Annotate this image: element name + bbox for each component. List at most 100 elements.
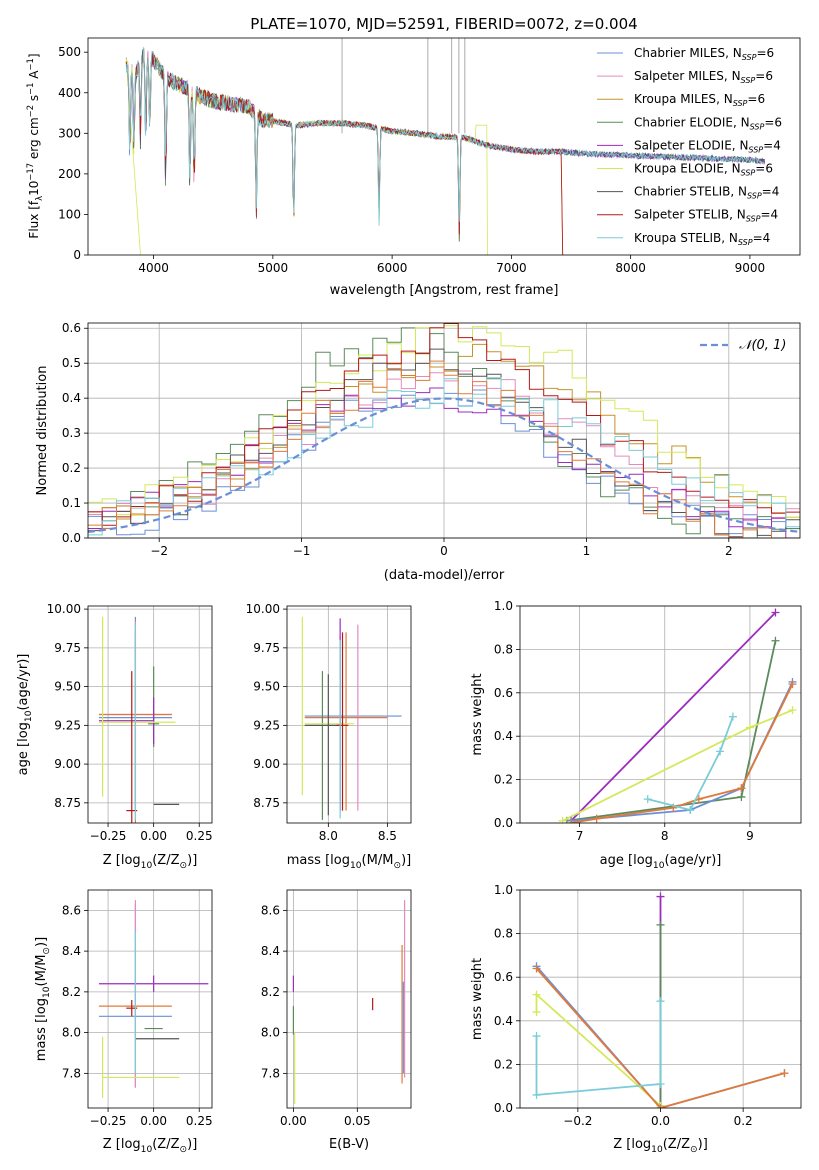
- y-axis-label-part: (age/yr)]: [16, 654, 31, 711]
- legend-n-label: N: [724, 92, 733, 106]
- axes-frame: [519, 605, 802, 824]
- legend-separator: ,: [716, 92, 724, 106]
- y-axis-label-part: −1: [25, 83, 35, 95]
- legend-n-label: N: [729, 231, 738, 245]
- x-tick-label: 0.00: [280, 1114, 307, 1128]
- legend-separator: ,: [725, 46, 733, 60]
- legend-equals: =: [755, 162, 765, 176]
- weight-vs-Z-plot-area: [532, 892, 789, 1108]
- x-tick-label: 7000: [496, 261, 527, 275]
- legend-n-value: 4: [772, 185, 780, 199]
- legend-equals: =: [764, 115, 774, 129]
- x-axis-label-part: ⊙: [180, 861, 188, 871]
- x-axis-label-part: 10: [651, 1145, 663, 1155]
- weight-marker: [737, 792, 746, 801]
- histogram-step-orange: [88, 360, 800, 538]
- x-tick-label: 1: [583, 544, 591, 558]
- y-tick-label: 7.8: [261, 1066, 280, 1080]
- legend-entry: Kroupa STELIB, NSSP=4: [634, 231, 770, 247]
- x-axis-label: (data-model)/error: [384, 568, 505, 583]
- y-axis-label-part: )]: [34, 937, 49, 947]
- y-axis-label-part: s: [27, 95, 41, 105]
- legend-entry: Chabrier STELIB, NSSP=4: [634, 185, 779, 201]
- weight-marker: [532, 1090, 541, 1099]
- weight-marker: [532, 964, 541, 973]
- legend-separator: ,: [732, 138, 740, 152]
- y-axis-label-part: mass [log: [34, 998, 49, 1061]
- legend-entry-name: Kroupa ELODIE: [634, 162, 724, 176]
- legend-n-value: 6: [765, 162, 773, 176]
- x-axis-label-part: (Z/Z: [152, 1137, 179, 1152]
- legend-separator: ,: [729, 208, 737, 222]
- legend-entry-name: Kroupa MILES: [634, 92, 716, 106]
- legend-n-label: N: [737, 208, 746, 222]
- weight-marker: [788, 680, 797, 689]
- legend-entry-name: Salpeter STELIB: [634, 208, 729, 222]
- residuals-plot-area: [88, 323, 800, 538]
- spectrum-line-krou_miles: [125, 48, 564, 255]
- x-axis-label-part: Z [log: [103, 1137, 141, 1152]
- y-tick-label: 100: [58, 207, 81, 221]
- weight-marker: [716, 747, 725, 756]
- x-axis-label-part: )]: [698, 1137, 708, 1152]
- weight-vs-Z-chart: −0.2 0.0 0.2 0.0 0.2 0.4 0.6 0.8 1.0 Z [log10(Z/Z…: [470, 883, 802, 1155]
- weight-marker: [780, 1069, 789, 1078]
- x-tick-label: −0.25: [90, 829, 127, 843]
- y-tick-label: 9.00: [253, 757, 280, 771]
- x-tick-label: −2: [150, 544, 168, 558]
- spectrum-chart: 4000 5000 6000 7000 8000 9000 0 100 200 300 400 500…: [25, 15, 801, 298]
- x-axis-label-part: 10: [653, 861, 665, 871]
- weight-series-line: [570, 611, 777, 822]
- x-axis-label-part: ⊙: [393, 861, 401, 871]
- errorbar-point: [98, 697, 155, 744]
- y-tick-label: 8.4: [62, 944, 81, 958]
- x-axis-label-part: (Z/Z: [152, 853, 179, 868]
- y-tick-label: 10.00: [47, 602, 81, 616]
- legend-n-value: 4: [771, 208, 779, 222]
- legend-n-sub: SSP: [733, 99, 748, 108]
- x-axis-label-part: 10: [350, 861, 362, 871]
- histogram-step-salp_miles: [88, 370, 800, 524]
- weight-vs-age-plot-area: [558, 608, 797, 823]
- weight-marker: [656, 892, 665, 901]
- weight-series-line: [570, 683, 794, 823]
- y-tick-label: 0.6: [494, 970, 513, 984]
- normal-legend-label: 𝒩(0, 1): [739, 338, 786, 353]
- legend-entry: Chabrier MILES, NSSP=6: [634, 46, 774, 62]
- legend-n-sub: SSP: [741, 169, 756, 178]
- legend-entry-name: Chabrier ELODIE: [634, 115, 733, 129]
- mass-vs-EBV-plot-area: [292, 900, 406, 1104]
- x-axis-label-part: Z [log: [103, 853, 141, 868]
- age-vs-mass-chart: 8.0 8.5 8.75 9.00 9.25 9.50 9.75 10.00 mass [log…: [246, 602, 412, 871]
- y-axis-label-part: ⊙: [42, 947, 52, 955]
- x-tick-label: 2: [725, 544, 733, 558]
- x-tick-label: −0.2: [563, 1114, 592, 1128]
- y-axis-label-part: age [log: [16, 722, 31, 775]
- legend-entry-name: Salpeter ELODIE: [634, 138, 732, 152]
- y-axis-label-part: −1: [25, 58, 35, 70]
- axes-frame: [87, 37, 801, 256]
- y-axis-label-part: −17: [25, 163, 35, 181]
- y-axis-label: Normed distribution: [35, 366, 50, 496]
- y-tick-label: 0: [73, 248, 81, 262]
- weight-marker: [737, 784, 746, 793]
- x-tick-label: 8.5: [378, 829, 397, 843]
- legend-n-value: 6: [774, 115, 782, 129]
- y-tick-label: 0.0: [62, 531, 81, 545]
- weight-marker: [788, 706, 797, 715]
- x-axis-label: Z [log10(Z/Z⊙)]: [103, 853, 198, 871]
- legend-entry: Salpeter ELODIE, NSSP=4: [634, 138, 781, 154]
- x-tick-label: 9: [746, 829, 754, 843]
- x-tick-label: −1: [293, 544, 311, 558]
- y-axis-label-part: −2: [25, 105, 35, 117]
- legend-entry: Kroupa ELODIE, NSSP=6: [634, 162, 773, 178]
- x-tick-label: −0.25: [90, 1114, 127, 1128]
- x-tick-label: 6000: [377, 261, 408, 275]
- y-tick-label: 0.0: [494, 1101, 513, 1115]
- legend-n-value: 6: [765, 69, 773, 83]
- x-tick-label: 4000: [138, 261, 169, 275]
- x-axis-label-part: )]: [187, 853, 197, 868]
- y-tick-label: 0.5: [62, 356, 81, 370]
- weight-marker: [686, 805, 695, 814]
